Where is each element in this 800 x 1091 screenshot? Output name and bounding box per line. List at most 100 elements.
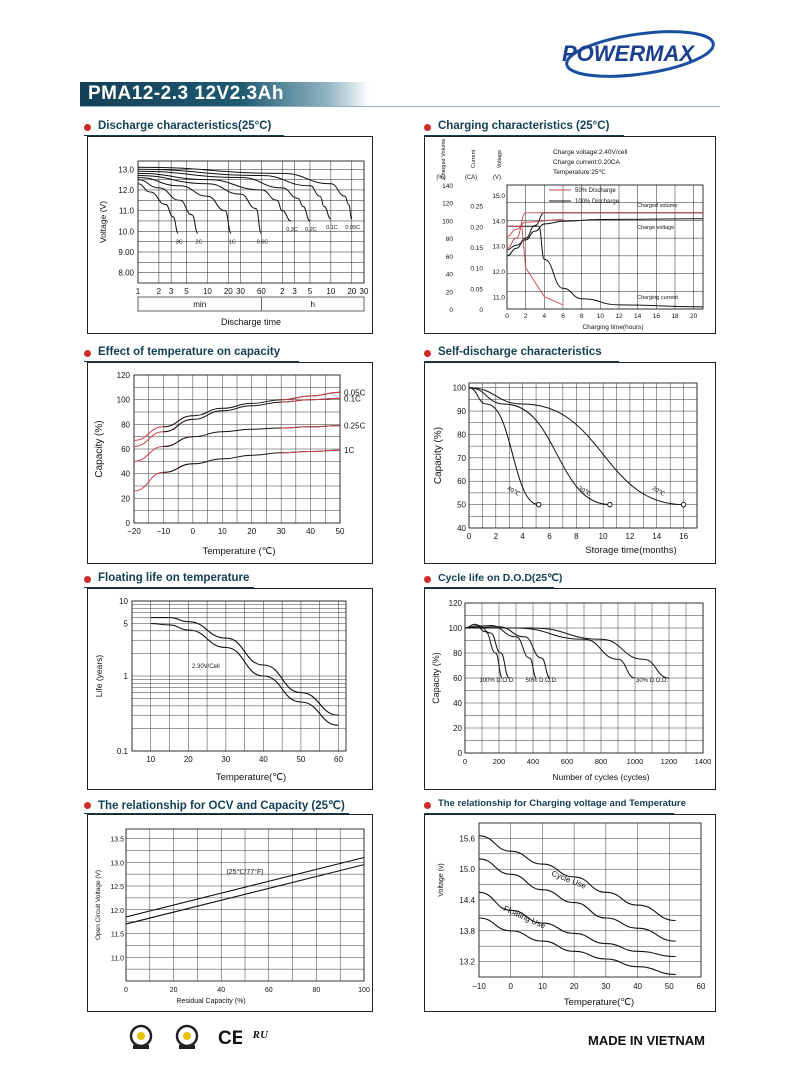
x-tick-label: 3 bbox=[292, 287, 297, 296]
x-axis-label: Temperature(℃) bbox=[564, 997, 634, 1008]
x-tick-label: 200 bbox=[493, 757, 506, 766]
section-cycle-life: Cycle life on D.O.D(25℃) bbox=[424, 572, 704, 588]
volume-tick: 40 bbox=[446, 272, 454, 279]
y-tick-label: 70 bbox=[457, 454, 466, 463]
voltage-band-Floating-Use-lower bbox=[478, 917, 676, 975]
x-tick-label: 5 bbox=[308, 287, 313, 296]
y-tick-label: 9.00 bbox=[118, 248, 134, 257]
x-tick-label: 10 bbox=[218, 527, 227, 536]
voltage-tick: 13.0 bbox=[492, 244, 505, 251]
y-tick-label: 10 bbox=[119, 597, 128, 606]
voltage-tick: 11.0 bbox=[493, 294, 506, 301]
y-tick-label: 60 bbox=[453, 674, 462, 683]
self-discharge-curve-30℃ bbox=[468, 387, 610, 506]
x-tick-label: −10 bbox=[472, 982, 486, 991]
svg-text:POWERMAX: POWERMAX bbox=[562, 41, 695, 66]
model-title: PMA12-2.3 12V2.3Ah bbox=[88, 83, 284, 104]
section-title: Cycle life on D.O.D(25℃) bbox=[438, 572, 563, 584]
life-curve-upper bbox=[150, 617, 339, 716]
section-rule bbox=[424, 587, 554, 588]
y-tick-label: 0 bbox=[126, 519, 131, 528]
x-tick-label: 30 bbox=[236, 287, 245, 296]
temp-curve-red-high-1C bbox=[281, 449, 341, 454]
curve-label-voltage: Charge voltage bbox=[637, 225, 674, 231]
y-tick-label: 5 bbox=[124, 620, 129, 629]
axis-unit: (V) bbox=[493, 175, 501, 181]
legend-50: 50% Discharge bbox=[575, 188, 616, 194]
section-rule bbox=[84, 135, 284, 136]
y-tick-label: 40 bbox=[121, 470, 130, 479]
x-tick-label: 5 bbox=[184, 287, 189, 296]
ce-mark-icon: CE bbox=[218, 1028, 242, 1049]
x-tick-label: 6 bbox=[561, 313, 565, 320]
y-tick-label: 120 bbox=[117, 371, 131, 380]
charge-voltage-temp-chart-panel: 15.6 15.0 14.4 13.8 13.2 −10 0 10 20 30 40 50 60 Temp… bbox=[424, 814, 716, 1012]
x-tick-label: 4 bbox=[520, 532, 525, 541]
group-label-h: h bbox=[310, 300, 314, 309]
y-tick-label: 100 bbox=[453, 384, 467, 393]
axis-unit: (%) bbox=[436, 175, 445, 181]
section-rule bbox=[84, 587, 254, 588]
x-tick-label: 60 bbox=[697, 982, 706, 991]
plot-frame bbox=[137, 160, 365, 284]
series-label: 0.1C bbox=[344, 394, 361, 403]
x-tick-label: 100 bbox=[358, 987, 370, 994]
discharge-curve-1C bbox=[137, 177, 232, 234]
y-tick-label: 13.0 bbox=[118, 165, 134, 174]
section-self-discharge: Self-discharge characteristics bbox=[424, 346, 704, 362]
y-tick-label: 120 bbox=[449, 599, 463, 608]
voltage-tick: 12.0 bbox=[492, 269, 505, 276]
current-tick: 0.05 bbox=[470, 286, 483, 293]
y-tick-label: 8.00 bbox=[118, 269, 134, 278]
svg-text:CE: CE bbox=[218, 1028, 242, 1049]
ul-mark-icon: ᴿᵁ bbox=[252, 1027, 268, 1047]
plot-frame bbox=[125, 828, 365, 982]
x-tick-label: 30 bbox=[601, 982, 610, 991]
section-title: Discharge characteristics(25°C) bbox=[98, 120, 272, 132]
x-tick-label: 20 bbox=[224, 287, 233, 296]
y-axis-label: Capacity (%) bbox=[433, 427, 444, 484]
discharge-chart: 13.012.011.010.09.008.001 2 3 5 10 20 30 60 2 3 5 1… bbox=[98, 160, 369, 327]
axis-header: Current bbox=[471, 149, 477, 168]
series-label: 20℃ bbox=[651, 486, 666, 498]
temp-capacity-chart-panel: 120 100 80 60 40 20 0 −20 −10 0 10 20 30 40 50 Temperat… bbox=[87, 362, 373, 564]
ocv-line-upper bbox=[125, 856, 365, 918]
charge-note: Charge voltage:2.40V/cell bbox=[553, 149, 628, 156]
section-title: Floating life on temperature bbox=[98, 572, 250, 584]
bullet-icon bbox=[424, 124, 431, 131]
curve-label: 0.1C bbox=[326, 225, 338, 231]
floating-life-chart: 10 5 1 0.1 10 20 30 40 50 60 Temperature(℃) Life (y… bbox=[94, 597, 347, 783]
x-tick-label: 1 bbox=[136, 287, 141, 296]
quality-mark-icon bbox=[175, 1024, 199, 1049]
volume-tick: 60 bbox=[446, 254, 454, 261]
y-tick-label: 100 bbox=[117, 396, 131, 405]
powermax-logo: POWERMAX bbox=[562, 30, 715, 78]
cycle-life-chart-panel: 120 100 80 60 40 20 0 0 200 400 600 800 1000 1200 1400… bbox=[424, 588, 716, 790]
current-tick: 0.25 bbox=[470, 204, 483, 211]
x-tick-label: −20 bbox=[127, 527, 141, 536]
y-tick-label: 15.6 bbox=[459, 834, 475, 843]
curve-label-volume: Charged volume bbox=[637, 203, 677, 209]
temp-curve-red-high-0.25C bbox=[281, 425, 341, 429]
model-title-bar: PMA12-2.3 12V2.3Ah bbox=[80, 82, 370, 106]
made-in-label: MADE IN VIETNAM bbox=[588, 1033, 705, 1048]
voltage-tick: 15.0 bbox=[492, 193, 505, 200]
y-tick-label: 12.0 bbox=[110, 908, 124, 915]
bullet-icon bbox=[84, 576, 91, 583]
x-tick-label: 800 bbox=[595, 757, 608, 766]
y-tick-label: 12.0 bbox=[118, 186, 134, 195]
y-tick-label: 11.0 bbox=[111, 955, 124, 962]
charged-volume-50 bbox=[506, 219, 564, 237]
charged-volume-curve bbox=[506, 218, 704, 251]
x-tick-label: 0 bbox=[191, 527, 196, 536]
x-tick-label: 50 bbox=[336, 527, 345, 536]
y-tick-label: 40 bbox=[453, 699, 462, 708]
y-tick-label: 80 bbox=[457, 430, 466, 439]
y-tick-label: 20 bbox=[121, 494, 130, 503]
y-tick-label: 80 bbox=[121, 420, 130, 429]
y-tick-label: 50 bbox=[457, 501, 466, 510]
ocv-chart: 13.5 13.0 12.5 12.0 11.5 11.0 0 20 40 60 80 100 Resi… bbox=[95, 828, 370, 1005]
curve-annotation: 2.30V/Cell bbox=[192, 664, 220, 670]
curve-label: 1C bbox=[229, 239, 236, 245]
